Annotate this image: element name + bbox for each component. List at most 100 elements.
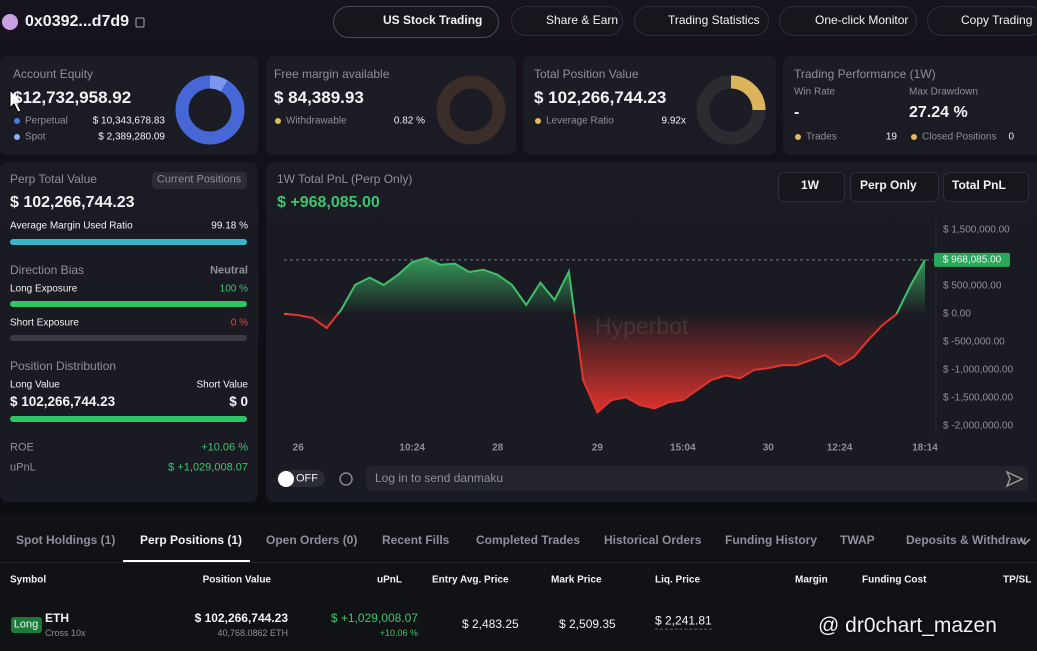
y-tick-label: $ 1,500,000.00 — [943, 224, 1010, 236]
y-tick-label: $ -500,000.00 — [943, 336, 1005, 348]
card — [783, 56, 1037, 155]
y-tick-label: $ 0.00 — [943, 308, 971, 320]
tab[interactable]: TWAP — [840, 533, 875, 548]
metric-label: Win Rate — [794, 86, 836, 98]
card-row-value: $ 2,389,280.09 — [98, 131, 165, 143]
chart-control: Perp Only — [860, 178, 917, 193]
perp-long-label: Long Exposure — [10, 283, 78, 295]
chart-control: 1W — [801, 178, 819, 193]
perp-margin-ratio: 99.18 % — [211, 220, 248, 232]
card-label: Total Position Value — [534, 67, 639, 82]
badge[interactable] — [152, 172, 247, 189]
send-icon[interactable] — [1005, 470, 1024, 488]
perp-long-value: $ 102,266,744.23 — [10, 394, 116, 410]
range-select[interactable] — [778, 172, 845, 202]
chart-headline: $ +968,085.00 — [277, 193, 380, 211]
card-row-label: Spot — [25, 131, 46, 143]
divider — [0, 562, 1037, 563]
side-badge — [11, 617, 42, 633]
cell-entry: $ 2,483.25 — [462, 617, 519, 632]
chart-watermark: Hyperbot — [595, 312, 689, 339]
chart-title: 1W Total PnL (Perp Only) — [277, 172, 413, 187]
tab[interactable]: Recent Fills — [382, 533, 450, 548]
metric-value: 0 — [1008, 131, 1014, 143]
metric-label: Max Drawdown — [909, 86, 978, 98]
legend-dot — [911, 134, 917, 140]
tabs-more[interactable] — [1019, 538, 1031, 546]
ring — [175, 75, 245, 145]
tab[interactable]: Open Orders (0) — [266, 533, 358, 548]
nav-button-label: US Stock Trading — [383, 13, 483, 28]
card-row-label: Withdrawable — [286, 115, 347, 127]
x-tick-label: 30 — [762, 442, 774, 454]
nav-button-label: Share & Earn — [546, 13, 619, 28]
metric-value: 19 — [885, 131, 897, 143]
us-stock-button[interactable] — [333, 6, 499, 38]
avatar — [2, 14, 18, 30]
perp-long-value-label: Long Value — [10, 379, 60, 391]
danmaku-input[interactable] — [366, 466, 1028, 491]
long-bar — [10, 301, 247, 307]
cell-upnl: $ +1,029,008.07 — [330, 611, 418, 626]
ring-part — [730, 75, 766, 111]
x-tick-label: 15:04 — [670, 442, 696, 454]
perp-short-label: Short Exposure — [10, 317, 79, 329]
toggle-knob[interactable] — [278, 471, 294, 487]
card-label: Trading Performance (1W) — [794, 67, 936, 82]
legend-dot — [795, 134, 801, 140]
tab[interactable]: Deposits & Withdraw — [906, 533, 1026, 548]
settings-icon[interactable] — [339, 472, 353, 486]
x-tick-label: 26 — [292, 442, 304, 454]
card-row-value: $ 10,343,678.83 — [92, 115, 165, 127]
card-value: $ 84,389.93 — [274, 88, 364, 108]
monitor-button[interactable] — [779, 6, 917, 36]
card-label: Account Equity — [13, 67, 94, 82]
tab[interactable]: Funding History — [725, 533, 817, 548]
stats-button[interactable] — [634, 6, 769, 36]
tab[interactable]: Perp Positions (1) — [140, 533, 243, 548]
cell-liq: $ 2,241.81 — [655, 613, 712, 630]
perp-badge: Current Positions — [156, 173, 242, 186]
tab[interactable]: Historical Orders — [604, 533, 702, 548]
copy-button[interactable] — [927, 6, 1037, 36]
legend-dot — [535, 118, 541, 124]
ring — [436, 75, 506, 145]
x-tick-label: 28 — [492, 442, 504, 454]
column-header: Margin — [795, 574, 828, 586]
chart-control: Total PnL — [952, 178, 1006, 193]
tab[interactable]: Completed Trades — [476, 533, 581, 548]
scope-select[interactable] — [850, 172, 939, 202]
card-row-value: 9.92x — [661, 115, 686, 127]
nav-button-label: Trading Statistics — [668, 13, 760, 28]
column-header: TP/SL — [1003, 574, 1032, 586]
tab[interactable]: Spot Holdings (1) — [16, 533, 116, 548]
marker-label: $ 968,085.00 — [942, 254, 1002, 266]
cell-symbol: ETH — [45, 611, 69, 626]
cell-side: Long — [13, 618, 39, 631]
card-label: Free margin available — [274, 67, 390, 82]
cell-size: 40,768.0862 ETH — [217, 627, 288, 638]
perp-margin-label: Average Margin Used Ratio — [10, 220, 133, 232]
copy-icon[interactable] — [135, 17, 145, 28]
metric-select[interactable] — [943, 172, 1029, 202]
share-button[interactable] — [511, 6, 623, 36]
perp-roe: +10.06 % — [201, 441, 248, 454]
x-tick-label: 12:24 — [826, 442, 853, 454]
card-value: $ 102,266,744.23 — [534, 88, 667, 108]
perp-short: 0 % — [230, 317, 248, 329]
perp-upnl: $ +1,029,008.07 — [168, 461, 248, 474]
perp-short-value-label: Short Value — [196, 379, 248, 391]
nav-button-label: One-click Monitor — [815, 13, 909, 28]
margin-bar — [10, 239, 247, 245]
card-row-value: 0.82 % — [393, 115, 425, 127]
perp-short-value: $ 0 — [229, 394, 248, 410]
distribution-bar — [10, 416, 247, 422]
perp-bias: Neutral — [210, 264, 248, 277]
column-header: Symbol — [10, 574, 47, 586]
account-address: 0x0392...d7d9 — [25, 12, 130, 30]
cell-mode: Cross 10x — [45, 627, 86, 638]
cursor — [9, 88, 25, 113]
x-tick-label: 10:24 — [399, 442, 425, 454]
